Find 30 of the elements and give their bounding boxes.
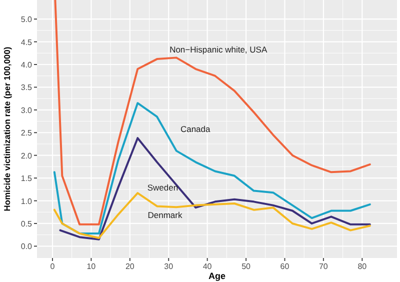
x-tick-label: 70: [319, 262, 328, 271]
y-tick-label: 3.0: [20, 106, 33, 115]
line-series: [59, 137, 371, 240]
y-tick-label: 1.5: [20, 174, 33, 184]
y-tick-label: 0.0: [20, 242, 33, 252]
line-series: [54, 0, 371, 226]
y-tick-label: 1.0: [20, 196, 33, 206]
y-tick-label: 0.5: [20, 219, 33, 228]
y-tick-label: 2.0: [20, 151, 33, 160]
y-tick-label: 5.0: [20, 15, 33, 24]
x-tick-label: 60: [280, 262, 290, 271]
x-tick-label: 20: [125, 262, 135, 271]
x-axis-title: Age: [208, 271, 226, 281]
x-tick-label: 0: [50, 262, 56, 271]
line-series: [53, 102, 371, 234]
x-tick-label: 10: [86, 262, 96, 271]
y-tick-label: 4.5: [20, 38, 33, 47]
x-tick-label: 50: [242, 262, 252, 271]
x-tick-label: 80: [358, 262, 368, 271]
series-label: Non−Hispanic white, USA: [170, 44, 268, 55]
x-tick-label: 40: [202, 262, 212, 271]
series-label: Canada: [180, 124, 211, 134]
x-tick-label: 30: [164, 262, 174, 271]
y-tick-label: 3.5: [20, 83, 33, 92]
y-axis-title: Homicide victimization rate (per 100,000): [2, 46, 12, 212]
series-label: Sweden: [147, 182, 178, 193]
series-label: Denmark: [148, 210, 183, 220]
line-series: [53, 192, 371, 240]
y-tick-label: 4.0: [20, 60, 33, 70]
y-tick-label: 2.5: [20, 128, 33, 138]
